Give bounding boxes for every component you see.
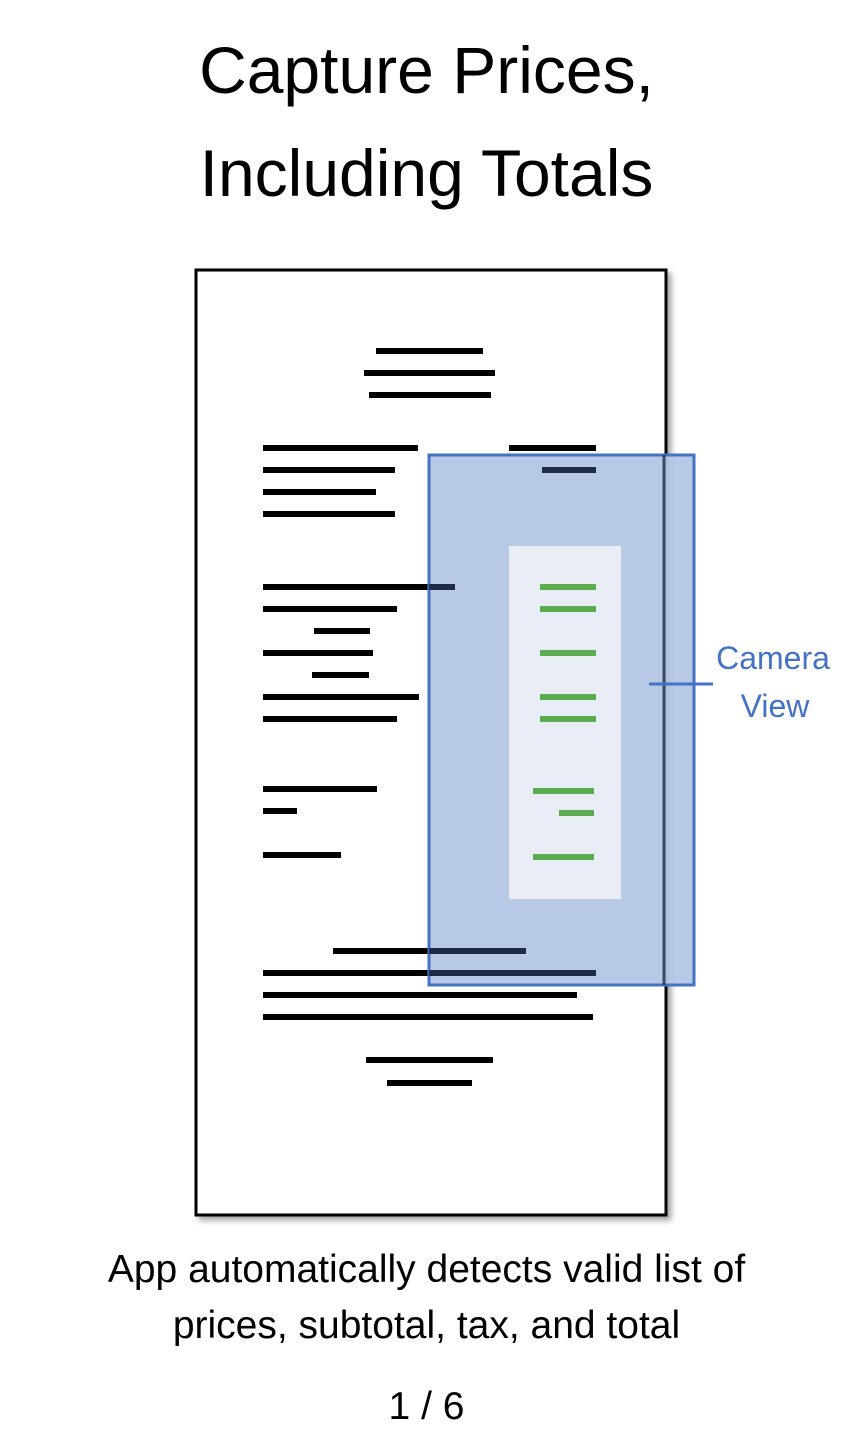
caption-line-2: prices, subtotal, tax, and total <box>172 1304 681 1347</box>
camera-label-line-1: Camera <box>716 640 830 676</box>
detected-prices <box>533 584 596 860</box>
page-title-line-2: Including Totals <box>199 136 654 210</box>
camera-obscured-lines <box>429 467 596 976</box>
page-title-line-1: Capture Prices, <box>199 33 654 107</box>
camera-label-line-2: View <box>741 688 811 724</box>
receipt-diagram: Camera View <box>194 268 830 1217</box>
caption-line-1: App automatically detects valid list of <box>107 1248 746 1291</box>
price-detection-panel <box>509 546 621 899</box>
page-indicator: 1 / 6 <box>388 1385 465 1428</box>
